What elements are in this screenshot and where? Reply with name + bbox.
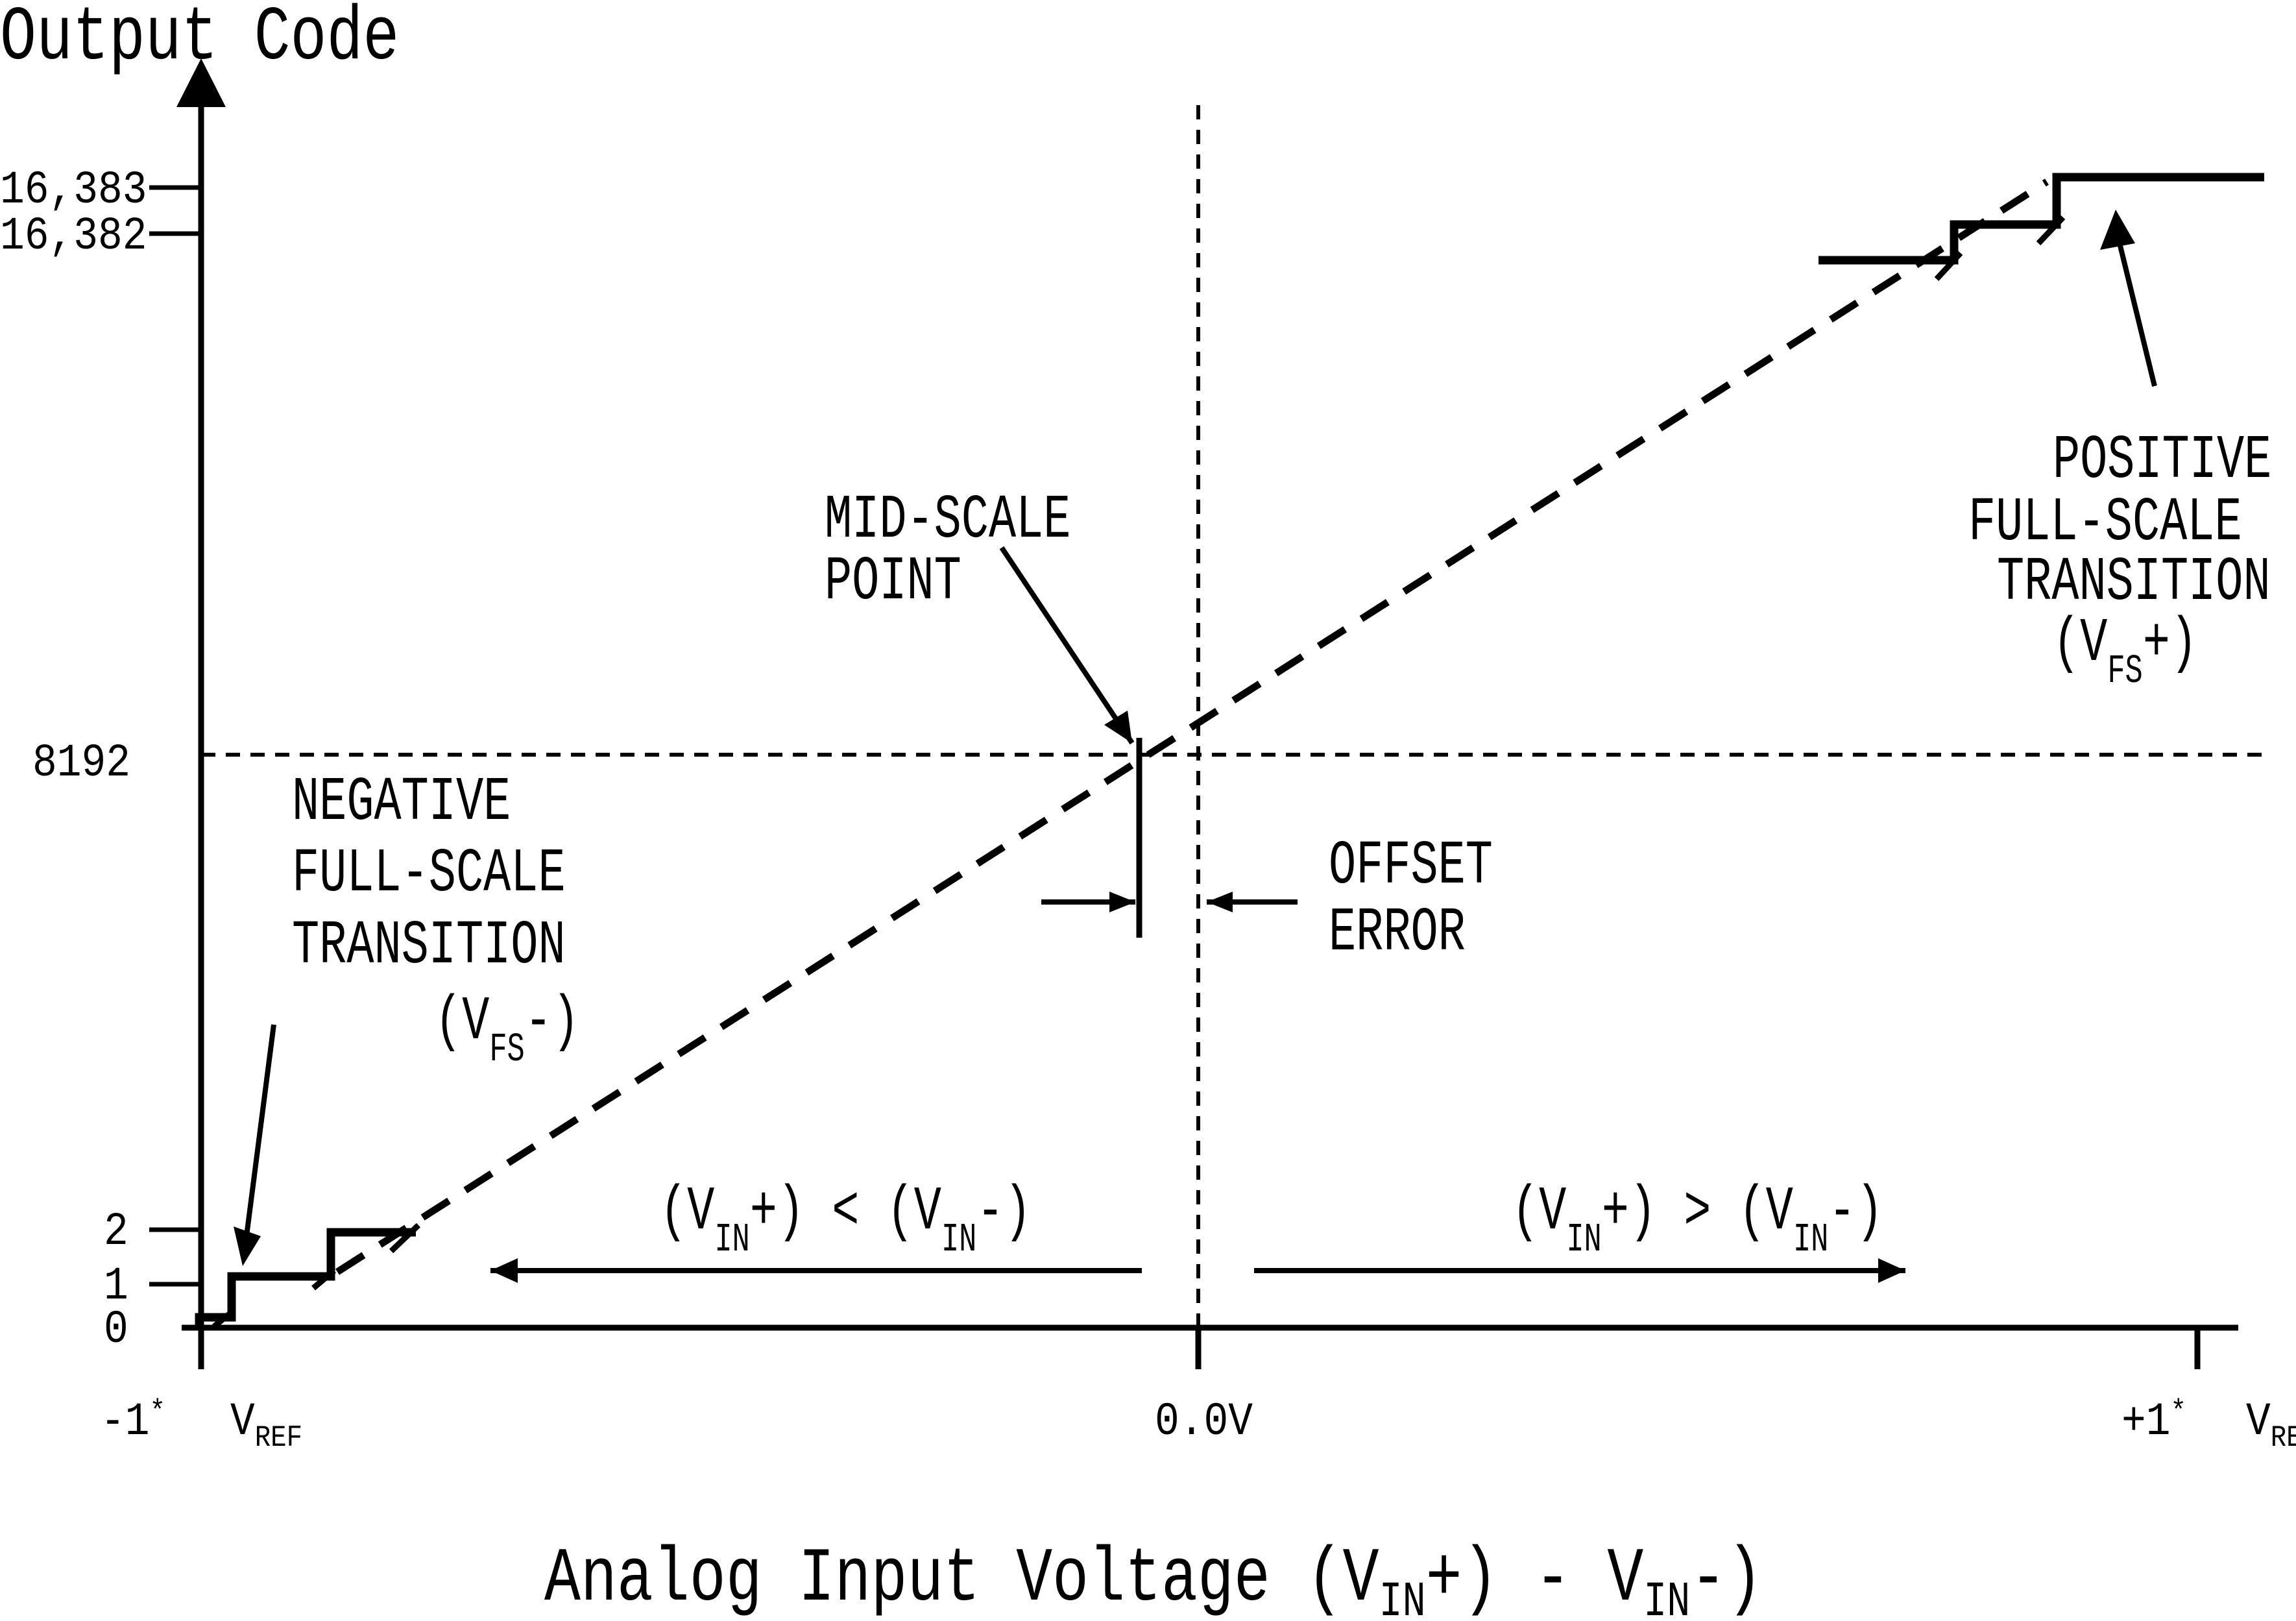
svg-text:Analog Input Voltage (VIN+) -: Analog Input Voltage (VIN+) - VIN-) (544, 1535, 1763, 1621)
svg-text:ERROR: ERROR (1329, 898, 1466, 968)
svg-text:TRANSITION: TRANSITION (292, 911, 566, 981)
svg-text:OFFSET: OFFSET (1329, 831, 1493, 901)
svg-text:2: 2 (104, 1206, 128, 1258)
svg-text:16,382: 16,382 (0, 211, 147, 263)
svg-text:MID-SCALE: MID-SCALE (825, 485, 1070, 555)
svg-text:NEGATIVE: NEGATIVE (292, 768, 511, 838)
svg-text:TRANSITION: TRANSITION (1997, 548, 2271, 618)
svg-text:FULL-SCALE: FULL-SCALE (292, 839, 566, 909)
svg-text:8192: 8192 (32, 738, 130, 790)
svg-text:0: 0 (104, 1304, 128, 1356)
svg-text:POINT: POINT (825, 547, 961, 617)
svg-text:Output Code: Output Code (0, 0, 399, 82)
svg-text:0.0V: 0.0V (1155, 1396, 1253, 1448)
svg-text:16,383: 16,383 (0, 165, 147, 217)
svg-text:POSITIVE: POSITIVE (2053, 426, 2271, 496)
